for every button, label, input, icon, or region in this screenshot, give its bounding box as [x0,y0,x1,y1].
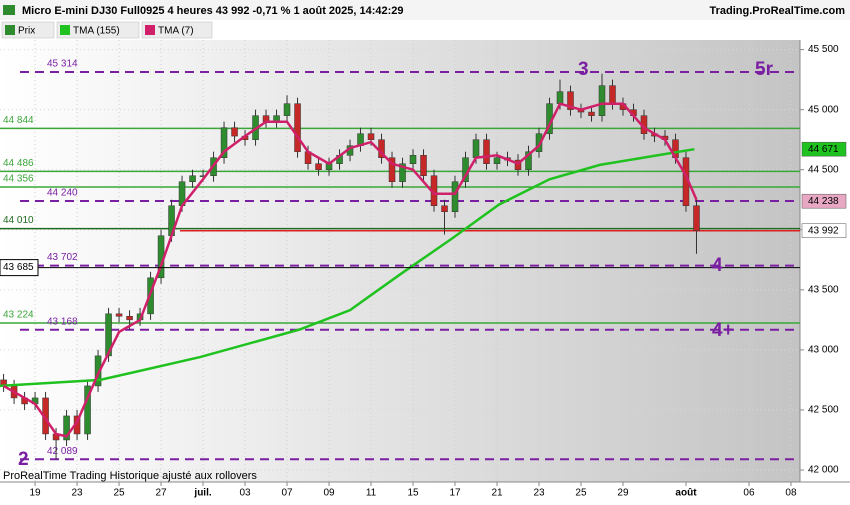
legend-box [141,21,213,39]
y-tick-label: 42 000 [808,465,839,476]
y-tick-label: 44 500 [808,164,839,175]
candle-body [231,127,238,137]
candle-body [451,181,459,213]
legend-swatch [5,25,15,35]
wave-label: 5r [755,59,774,80]
source: Trading.ProRealTime.com [709,5,845,17]
indicator-line [2,102,698,438]
x-tick-label: 19 [30,488,42,499]
x-tick-label: 27 [155,488,167,499]
y-tick-label: 43 000 [808,345,839,356]
x-tick-label: 23 [71,488,83,499]
cursor-label: 43 685 [3,262,34,273]
level-label: 43 702 [47,252,78,263]
y-tick-label: 42 500 [808,405,839,416]
candle-body [283,103,291,116]
candle-body [63,415,70,441]
y-tick-label: 43 500 [808,284,839,295]
x-tick-label: 25 [113,488,125,499]
candle-body [105,313,112,357]
level-label: 44 356 [3,174,34,185]
y-axis-area [800,40,850,500]
candle-body [115,313,123,317]
header-bar [0,0,850,20]
x-tick-label: 25 [575,488,587,499]
candle-body [588,111,595,116]
legend-label: TMA (7) [158,26,194,37]
x-tick-label: 11 [366,488,377,499]
legend-swatch [145,25,155,35]
level-label: 42 089 [47,446,78,457]
candle-body [567,91,574,110]
x-tick-label: 03 [239,488,251,499]
candle-body [294,103,301,152]
x-tick-label: 06 [743,488,755,499]
candle-body [483,139,490,164]
level-label: 43 168 [47,316,78,327]
candle-body [693,205,700,231]
candle-body [94,355,102,387]
x-tick-label: 17 [449,488,461,499]
price-marker-label: 43 992 [808,225,839,236]
y-tick-label: 45 000 [808,104,839,115]
candle-body [535,133,543,152]
level-label: 45 314 [47,59,78,70]
legend-swatch [60,25,70,35]
candle-body [220,127,228,158]
legend-box [56,21,140,39]
x-tick-label: juil. [193,488,211,499]
footer: ProRealTime Trading Historique ajusté au… [3,470,257,482]
candle-body [367,133,375,140]
chart-title: Micro E-mini DJ30 Full0925 4 heures 43 9… [22,5,404,17]
wave-label: 4 [712,255,723,276]
candle-body [609,85,616,104]
candle-body [315,163,322,170]
wave-label: 3 [578,59,589,80]
level-label: 44 010 [3,215,34,226]
candle-body [493,157,501,164]
x-tick-label: 08 [785,488,797,499]
y-tick-label: 45 500 [808,44,839,55]
candle-body [399,163,406,182]
candle-body [441,205,448,213]
candle-body [189,175,196,182]
candle-body [420,155,427,176]
candle-body [409,155,417,164]
level-label: 44 486 [3,158,34,169]
x-tick-label: 29 [617,488,629,499]
x-tick-label: 07 [281,488,293,499]
indicator-line [0,147,695,388]
candle-body [556,91,564,104]
candle-body [126,316,133,321]
price-marker-box [801,223,847,238]
legend-label: Prix [18,26,35,37]
candle-body [388,157,396,182]
x-tick-label: 21 [491,488,503,499]
wave-label: 2 [18,449,29,470]
cursor-box [0,259,39,277]
x-tick-label: 23 [533,488,545,499]
legend-label: TMA (155) [73,26,120,37]
candle-body [84,385,91,435]
price-marker-box [801,141,847,157]
price-marker-box [801,193,847,209]
price-marker-label: 44 671 [808,144,839,155]
price-marker-label: 44 238 [808,196,839,207]
x-tick-label: 15 [407,488,419,499]
candle-body [525,151,532,170]
wave-label: 4+ [712,320,734,341]
level-label: 44 844 [3,115,34,126]
x-tick-label: 09 [323,488,335,499]
plot-area [0,40,800,482]
candle-body [598,85,606,116]
x-tick-label: août [675,488,697,499]
level-label: 44 240 [47,188,78,199]
candle-body [472,139,480,158]
level-label: 43 224 [3,310,34,321]
symbol-icon [3,5,15,15]
